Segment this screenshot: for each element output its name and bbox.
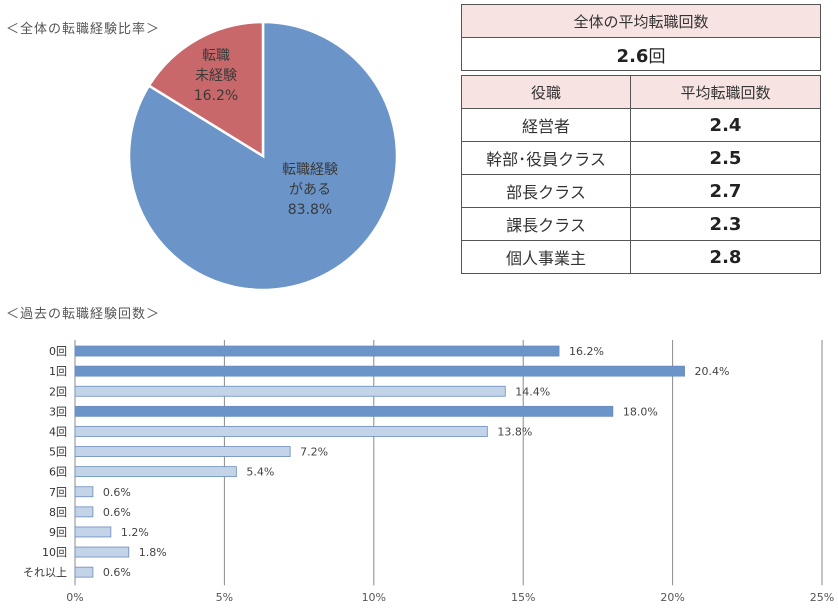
average-table-value: 2.6回	[461, 37, 821, 71]
pie-chart	[127, 20, 399, 292]
bar	[74, 365, 685, 377]
average-value-number: 2.6	[616, 45, 649, 67]
table-row: 経営者 2.4	[461, 108, 821, 142]
y-tick-label: 9回	[49, 526, 67, 539]
bar	[74, 526, 112, 538]
x-tick-label: 25%	[810, 591, 834, 604]
average-table-header: 全体の平均転職回数	[461, 4, 821, 38]
data-label: 0.6%	[103, 506, 131, 519]
table-row: 課長クラス 2.3	[461, 207, 821, 241]
pie-section-title: ＜全体の転職経験比率＞	[6, 22, 161, 37]
role-cell: 個人事業主	[461, 240, 631, 274]
data-label: 16.2%	[569, 345, 604, 358]
y-tick-label: 8回	[49, 506, 67, 519]
average-value-unit: 回	[648, 46, 666, 67]
data-label: 20.4%	[695, 365, 730, 378]
pie-label-not-experienced-line1: 転職	[202, 48, 230, 64]
data-label: 0.6%	[103, 566, 131, 579]
y-tick-label: 6回	[49, 466, 67, 479]
role-table-header-role: 役職	[461, 75, 631, 109]
bar	[74, 345, 560, 357]
bar	[74, 566, 94, 578]
role-cell: 課長クラス	[461, 207, 631, 241]
y-tick-label: 4回	[49, 425, 67, 438]
data-label: 13.8%	[497, 425, 532, 438]
pie-label-experienced-line1: 転職経験	[282, 162, 338, 178]
pie-label-not-experienced-line2: 未経験	[195, 68, 237, 84]
x-tick-label: 20%	[660, 591, 684, 604]
bar	[74, 405, 614, 417]
bar	[74, 466, 237, 478]
y-tick-label: 3回	[49, 405, 67, 418]
role-table-header-value: 平均転職回数	[630, 75, 821, 109]
y-tick-label: 10回	[42, 546, 67, 559]
y-tick-label: 2回	[49, 385, 67, 398]
y-tick-label: 5回	[49, 446, 67, 459]
role-cell: 経営者	[461, 108, 631, 142]
pie-label-experienced-line3: 83.8%	[287, 202, 333, 218]
pie-label-experienced: 転職経験 がある 83.8%	[262, 160, 358, 220]
x-tick-label: 5%	[216, 591, 233, 604]
bar-section-title: ＜過去の転職経験回数＞	[6, 307, 161, 322]
data-label: 14.4%	[515, 385, 550, 398]
data-label: 1.2%	[121, 526, 149, 539]
value-cell: 2.7	[630, 174, 821, 208]
pie-slice-not-experienced	[147, 20, 265, 159]
pie-label-experienced-line2: がある	[289, 182, 331, 198]
y-tick-label: 0回	[49, 345, 67, 358]
table-row: 個人事業主 2.8	[461, 240, 821, 274]
bar	[74, 385, 506, 397]
value-cell: 2.8	[630, 240, 821, 274]
bar	[74, 506, 94, 518]
y-tick-label: それ以上	[23, 566, 67, 579]
role-cell: 部長クラス	[461, 174, 631, 208]
bar	[74, 426, 488, 437]
data-label: 7.2%	[300, 446, 328, 459]
data-label: 1.8%	[139, 546, 167, 559]
pie-label-not-experienced-line3: 16.2%	[193, 88, 239, 104]
role-table: 役職 平均転職回数 経営者 2.4 幹部･役員クラス 2.5 部長クラス 2.7…	[461, 75, 821, 274]
x-tick-label: 0%	[66, 591, 83, 604]
role-cell: 幹部･役員クラス	[461, 141, 631, 175]
x-tick-label: 15%	[511, 591, 535, 604]
value-cell: 2.3	[630, 207, 821, 241]
value-cell: 2.5	[630, 141, 821, 175]
table-row: 幹部･役員クラス 2.5	[461, 141, 821, 175]
bar	[74, 546, 130, 558]
data-label: 18.0%	[623, 405, 658, 418]
value-cell: 2.4	[630, 108, 821, 142]
x-tick-label: 10%	[362, 591, 386, 604]
y-tick-label: 7回	[49, 486, 67, 499]
table-row: 部長クラス 2.7	[461, 174, 821, 208]
bar	[74, 446, 291, 457]
y-tick-label: 1回	[49, 365, 67, 378]
data-label: 0.6%	[103, 486, 131, 499]
bar-chart: 0% 5% 10% 15% 20% 25% 0回 16.2% 1回 20.4% 2回 14.4% 3回 1…	[23, 340, 834, 604]
pie-label-not-experienced: 転職 未経験 16.2%	[184, 46, 248, 106]
bar	[74, 486, 94, 498]
average-table: 全体の平均転職回数 2.6回	[461, 4, 821, 71]
data-label: 5.4%	[246, 466, 274, 479]
